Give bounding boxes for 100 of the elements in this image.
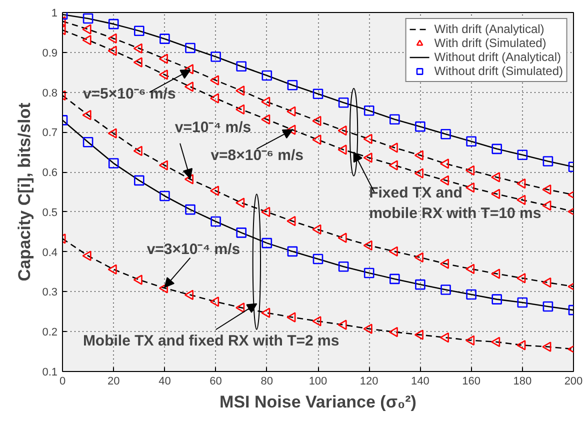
point: [542, 301, 554, 312]
y-tick-label: 0.9: [42, 47, 58, 60]
point: [491, 172, 500, 182]
point: [388, 160, 398, 170]
point: [542, 200, 552, 211]
x-tick-label: 120: [360, 376, 378, 388]
point: [210, 296, 220, 307]
point: [388, 142, 398, 153]
point: [440, 158, 449, 169]
point: [415, 279, 426, 290]
point: [236, 86, 245, 96]
x-tick-label: 200: [564, 376, 583, 388]
point: [261, 206, 270, 218]
point: [108, 158, 119, 168]
point: [133, 57, 142, 68]
point: [542, 156, 554, 166]
point: [312, 316, 322, 326]
x-tick-label: 180: [513, 376, 532, 388]
point: [414, 252, 424, 263]
point: [440, 129, 451, 140]
point: [261, 96, 270, 107]
y-tick-label: 0.3: [42, 286, 58, 299]
point: [363, 134, 372, 144]
point: [210, 186, 220, 196]
point: [338, 261, 349, 272]
legend-label: With drift (Simulated): [434, 36, 546, 50]
x-tick-label: 0: [59, 376, 66, 388]
point: [82, 136, 94, 148]
point: [465, 264, 475, 274]
point: [338, 125, 347, 136]
point: [184, 82, 194, 92]
point: [465, 182, 475, 193]
point: [210, 75, 220, 86]
point: [82, 34, 92, 46]
point: [492, 144, 502, 154]
point: [466, 136, 476, 146]
point: [286, 312, 296, 322]
x-tick-label: 40: [158, 376, 171, 388]
legend-label: Without drift (Analytical): [434, 50, 561, 64]
point: [158, 70, 168, 80]
x-tick-label: 140: [411, 376, 430, 388]
point: [286, 216, 296, 226]
point: [312, 134, 322, 145]
point: [364, 105, 374, 116]
point: [262, 70, 272, 81]
point: [261, 114, 270, 125]
point: [491, 188, 500, 200]
point: [287, 246, 298, 257]
point: [363, 324, 372, 334]
point: [108, 46, 117, 56]
annotation: Mobile TX and fixed RX with T=2 ms: [82, 332, 340, 350]
point: [338, 98, 349, 108]
point: [338, 320, 347, 330]
y-tick-label: 0.7: [42, 127, 58, 140]
point: [388, 246, 398, 257]
point: [158, 282, 168, 294]
point: [108, 18, 119, 30]
x-tick-label: 100: [308, 376, 328, 388]
y-tick-label: 0.6: [42, 167, 58, 180]
point: [388, 326, 398, 338]
point: [236, 198, 245, 208]
annotation: Fixed TX and mobile RX with T=10 ms: [369, 184, 542, 222]
point: [465, 165, 475, 176]
point: [287, 80, 298, 90]
point: [466, 289, 476, 300]
x-axis-title: MSI Noise Variance (σ₀²): [220, 392, 416, 412]
point: [363, 152, 372, 163]
x-tick-label: 60: [210, 376, 222, 388]
point: [82, 24, 92, 34]
x-tick-label: 20: [107, 376, 120, 388]
point: [134, 26, 144, 36]
point: [286, 106, 296, 117]
x-tick-label: 160: [462, 376, 480, 388]
point: [312, 224, 322, 235]
point: [364, 268, 374, 278]
point: [338, 232, 347, 244]
point: [108, 33, 117, 44]
point: [236, 61, 246, 72]
point: [516, 194, 526, 206]
point: [312, 254, 324, 264]
point: [108, 264, 117, 275]
y-tick-label: 0.2: [42, 326, 58, 339]
point: [363, 240, 372, 251]
legend-label: Without drift (Simulated): [434, 64, 563, 78]
y-axis-title: Capacity C[i], bits/slot: [15, 102, 34, 282]
point: [516, 340, 526, 350]
point: [108, 128, 117, 139]
point: [286, 124, 296, 135]
point: [82, 13, 94, 24]
point: [134, 175, 144, 186]
point: [158, 54, 168, 64]
point: [236, 104, 245, 115]
point: [465, 335, 475, 346]
point: [338, 144, 347, 155]
annotation: v=3×10⁻⁴ m/s: [146, 240, 240, 258]
point: [312, 88, 324, 100]
point: [185, 204, 196, 215]
point: [210, 216, 221, 227]
y-tick-label: 1: [51, 8, 58, 20]
y-tick-label: 0.5: [42, 206, 58, 219]
